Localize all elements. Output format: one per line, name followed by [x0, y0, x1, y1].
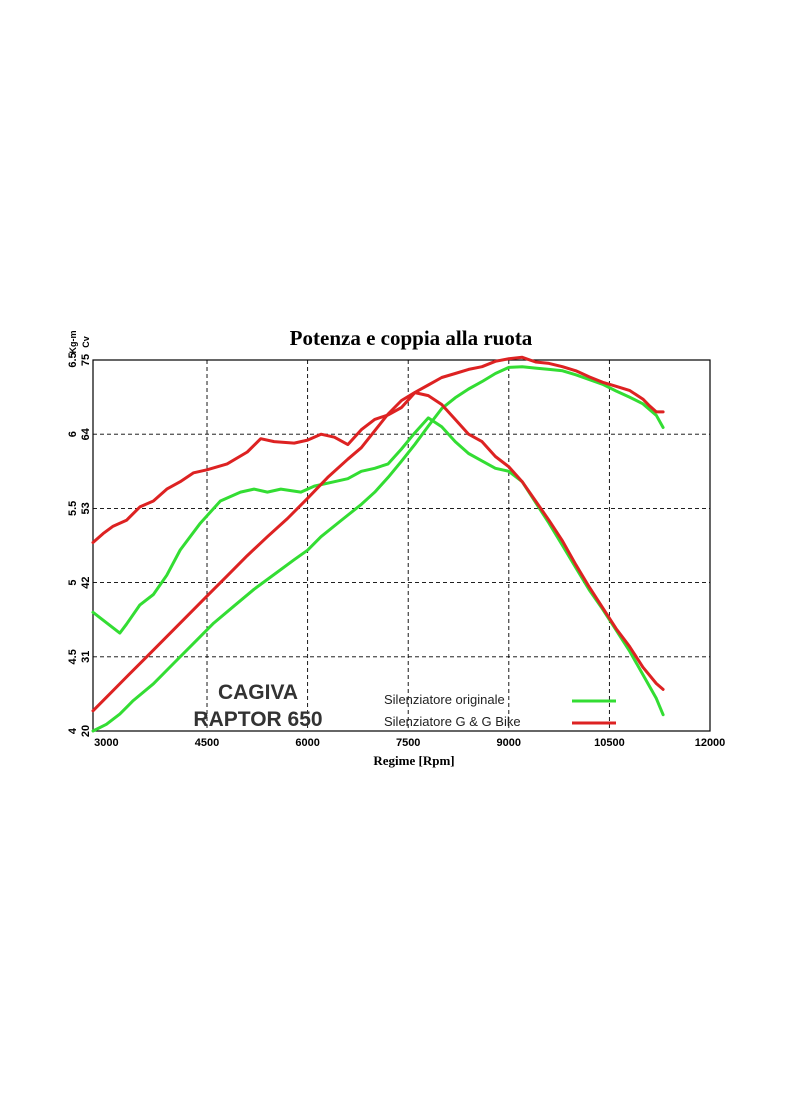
series-group: [91, 355, 665, 733]
y-power-tick-label: 53: [80, 502, 92, 514]
x-tick-label: 4500: [195, 737, 219, 749]
y-power-tick-label: 31: [80, 651, 92, 663]
y-torque-unit: Kg-m: [68, 331, 78, 354]
series-line-torque-original: [91, 416, 665, 717]
model-annotation-line2: RAPTOR 650: [193, 708, 322, 731]
x-axis-label: Regime [Rpm]: [373, 753, 454, 768]
x-tick-label: 7500: [396, 737, 420, 749]
y-torque-tick-label: 4: [67, 727, 79, 734]
y-power-unit: Cv: [81, 336, 91, 348]
y-power-tick-label: 42: [80, 576, 92, 588]
y-power-tick-label: 75: [80, 354, 92, 366]
model-annotation-line1: CAGIVA: [218, 681, 298, 704]
legend-label-gg-bike: Silenziatore G & G Bike: [384, 714, 521, 729]
series-line-power-gg-bike: [91, 355, 665, 713]
plot-frame: [92, 359, 711, 732]
x-tick-label: 3000: [94, 737, 118, 749]
y-tick-labels: 4 20 4.5 31 5 42 5.5 53 6 64 6.5 75: [67, 352, 92, 737]
x-tick-labels: 3000 4500 6000 7500 9000 10500 12000: [94, 737, 725, 749]
chart-title: Potenza e coppia alla ruota: [290, 326, 533, 350]
series-line-power-original: [91, 365, 665, 733]
y-torque-tick-label: 6: [67, 431, 79, 437]
legend: Silenziatore originale Silenziatore G & …: [384, 692, 616, 729]
y-torque-tick-label: 5: [67, 580, 79, 586]
y-torque-tick-label: 4.5: [67, 649, 79, 664]
y-torque-tick-label: 6.5: [67, 352, 79, 367]
x-tick-label: 10500: [594, 737, 625, 749]
y-torque-tick-label: 5.5: [67, 501, 79, 516]
y-power-tick-label: 20: [80, 725, 92, 737]
x-tick-label: 6000: [295, 737, 319, 749]
x-tick-label: 9000: [497, 737, 521, 749]
x-tick-label: 12000: [695, 737, 726, 749]
legend-label-original: Silenziatore originale: [384, 692, 505, 707]
y-power-tick-label: 64: [80, 427, 92, 440]
